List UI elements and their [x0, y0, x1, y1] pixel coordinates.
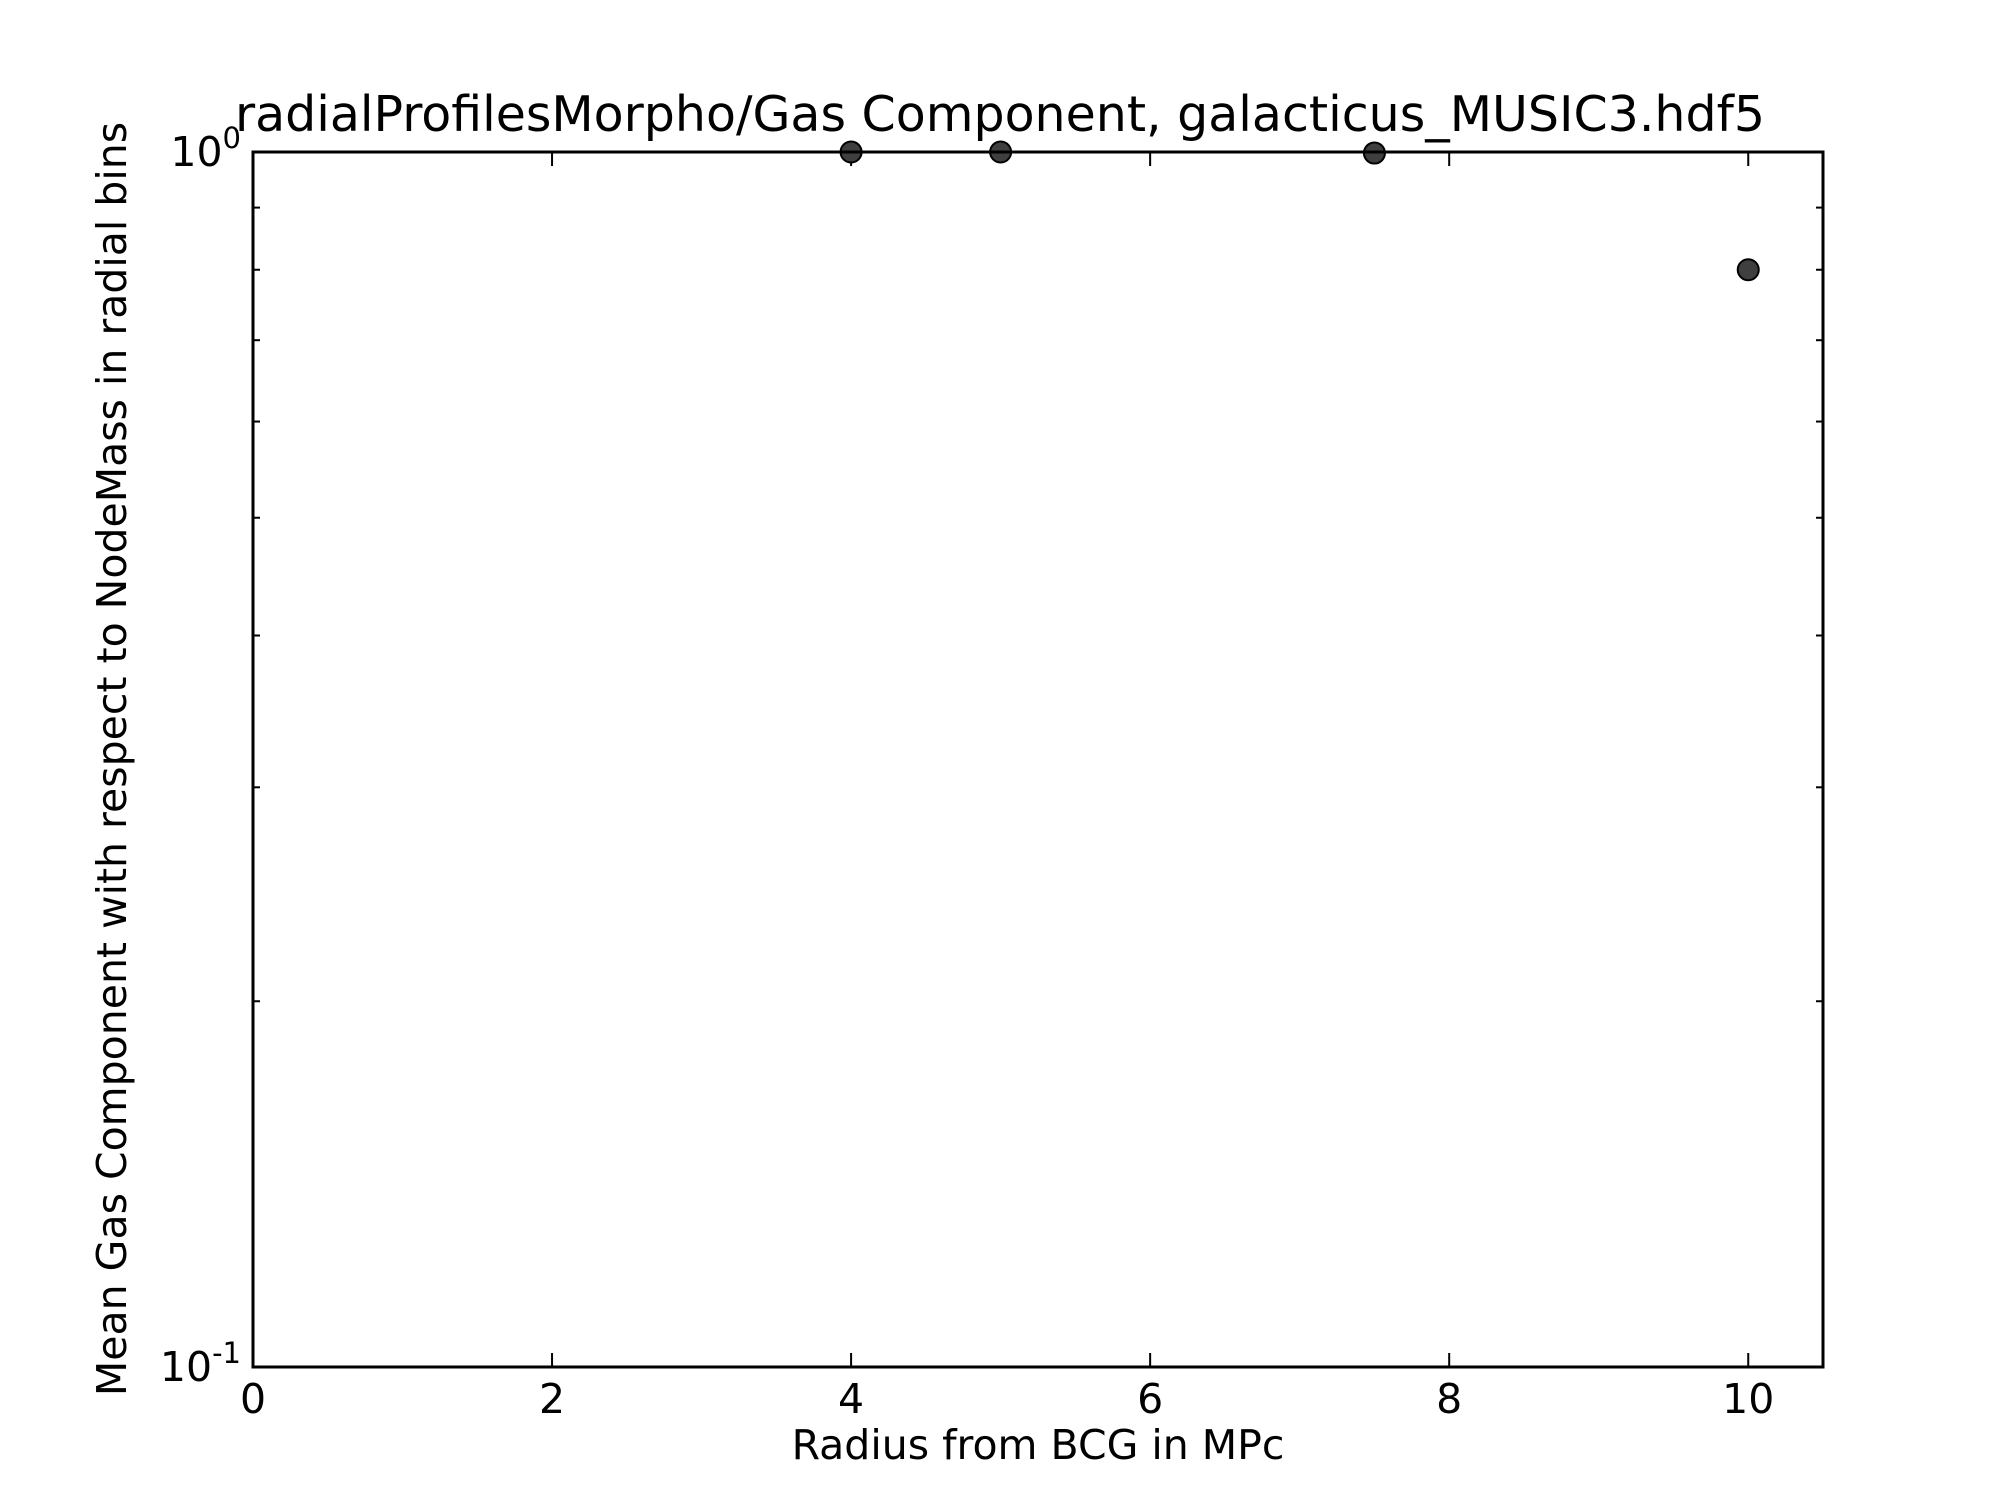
y-tick-label-1: 100 — [170, 121, 241, 176]
y-tick-label-0: 10-1 — [160, 1336, 241, 1391]
plot-area: 0 2 4 6 8 10 10-1 100 — [160, 121, 1823, 1423]
y-axis-label: Mean Gas Component with respect to NodeM… — [88, 122, 136, 1396]
x-axis-label: Radius from BCG in MPc — [792, 1421, 1285, 1469]
x-tick-label-5: 10 — [1722, 1375, 1774, 1423]
chart-title: radialProfilesMorpho/Gas Component, gala… — [235, 86, 1765, 143]
plot-frame — [251, 150, 1825, 1369]
x-tick-label-3: 6 — [1137, 1375, 1163, 1423]
x-tick-label-2: 4 — [838, 1375, 864, 1423]
data-point-0-3 — [1736, 258, 1760, 282]
x-tick-label-1: 2 — [539, 1375, 565, 1423]
x-tick-label-4: 8 — [1436, 1375, 1462, 1423]
x-tick-label-0: 0 — [240, 1375, 266, 1423]
